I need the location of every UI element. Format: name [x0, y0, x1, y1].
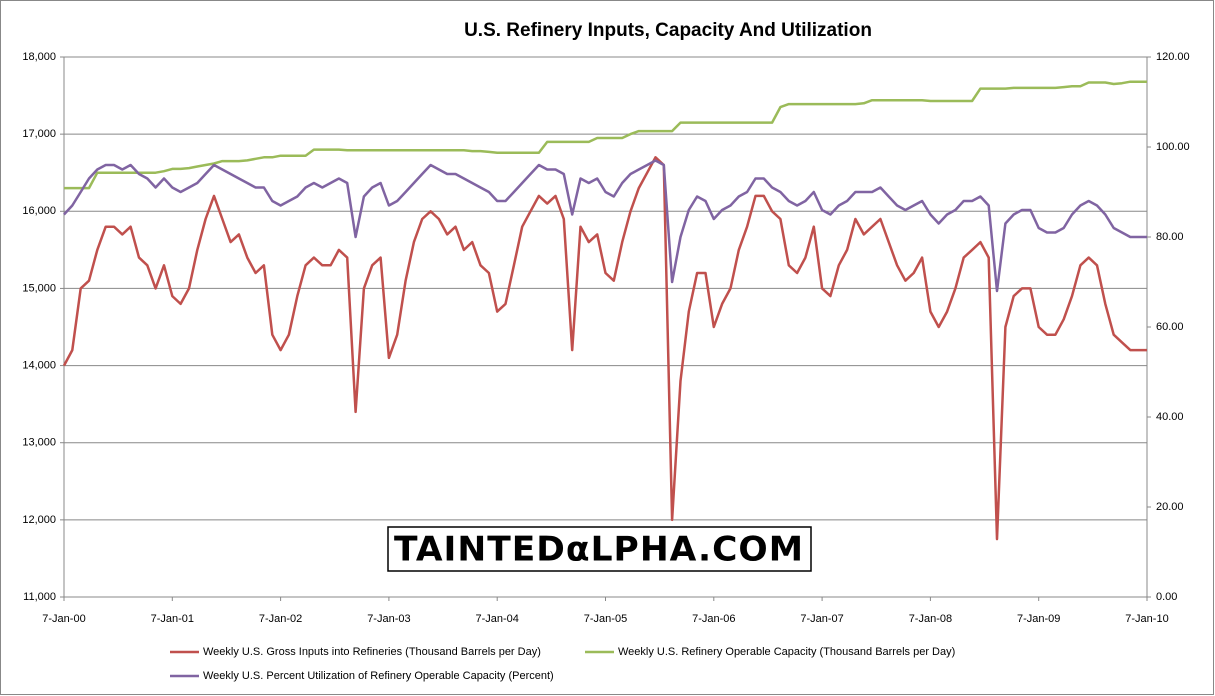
- y-tick-label: 17,000: [22, 128, 56, 140]
- legend-label: Weekly U.S. Percent Utilization of Refin…: [203, 670, 554, 682]
- x-tick-label: 7-Jan-10: [1125, 613, 1168, 625]
- y-tick-label: 16,000: [22, 205, 56, 217]
- x-tick-label: 7-Jan-07: [800, 613, 843, 625]
- plot-area: [63, 56, 1148, 598]
- y-tick-label: 15,000: [22, 282, 56, 294]
- y2-tick-label: 0.00: [1156, 591, 1177, 603]
- series-line: [64, 80, 1147, 190]
- x-tick-label: 7-Jan-00: [42, 613, 85, 625]
- y2-tick-label: 20.00: [1156, 501, 1184, 513]
- x-tick-label: 7-Jan-08: [909, 613, 952, 625]
- series-line: [62, 156, 1147, 541]
- y2-tick-label: 60.00: [1156, 321, 1184, 333]
- chart-title: U.S. Refinery Inputs, Capacity And Utili…: [464, 20, 872, 41]
- y2-tick-label: 120.00: [1156, 51, 1190, 63]
- y-tick-label: 13,000: [22, 437, 56, 449]
- x-tick-label: 7-Jan-01: [151, 613, 194, 625]
- x-tick-label: 7-Jan-04: [475, 613, 518, 625]
- y-tick-label: 11,000: [23, 591, 56, 603]
- y2-tick-label: 80.00: [1156, 231, 1184, 243]
- watermark-box: [387, 526, 812, 572]
- legend-label: Weekly U.S. Gross Inputs into Refineries…: [203, 646, 541, 658]
- y-tick-label: 18,000: [22, 51, 56, 63]
- y-tick-label: 14,000: [22, 359, 56, 371]
- x-tick-label: 7-Jan-06: [692, 613, 735, 625]
- y2-tick-label: 100.00: [1156, 141, 1190, 153]
- x-tick-label: 7-Jan-03: [367, 613, 410, 625]
- watermark: TAINTEDαLPHA.COM: [387, 526, 812, 572]
- y-tick-label: 12,000: [22, 514, 56, 526]
- x-tick-label: 7-Jan-05: [584, 613, 627, 625]
- watermark-text: TAINTEDαLPHA.COM: [394, 530, 804, 570]
- x-tick-label: 7-Jan-02: [259, 613, 302, 625]
- legend-label: Weekly U.S. Refinery Operable Capacity (…: [618, 646, 955, 658]
- x-tick-label: 7-Jan-09: [1017, 613, 1060, 625]
- y2-tick-label: 40.00: [1156, 411, 1184, 423]
- series-line: [63, 159, 1147, 293]
